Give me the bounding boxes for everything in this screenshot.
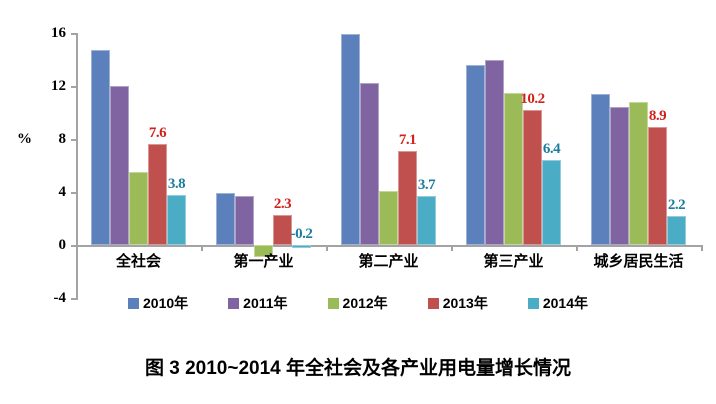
legend-swatch bbox=[427, 297, 439, 309]
x-axis-tick bbox=[76, 245, 78, 251]
bar-2013-group3 bbox=[398, 150, 417, 245]
category-label-1: 全社会 bbox=[115, 253, 161, 270]
legend: 2010年 2011年 2012年 2013年 2014年 bbox=[0, 292, 716, 314]
y-axis-tick-label: 12 bbox=[51, 78, 66, 94]
legend-swatch bbox=[128, 297, 139, 309]
y-axis-tick-label: 0 bbox=[58, 237, 67, 253]
y-axis-tick-label: 16 bbox=[51, 25, 66, 41]
category-label-2: 第一产业 bbox=[233, 253, 294, 270]
x-axis-tick bbox=[576, 245, 578, 251]
bar-2013-group1 bbox=[148, 144, 167, 245]
y-axis-tick bbox=[71, 33, 76, 35]
bar-data-label: 8.9 bbox=[648, 108, 667, 125]
y-axis-tick bbox=[71, 86, 76, 88]
legend-label: 2012年 bbox=[342, 295, 388, 311]
bar-data-label: 3.8 bbox=[167, 175, 186, 192]
bar-2010-group2 bbox=[216, 193, 235, 245]
legend-item: 2011年 bbox=[228, 293, 288, 313]
bar-2010-group1 bbox=[91, 50, 110, 245]
x-axis-tick bbox=[451, 245, 453, 251]
bar-2011-group1 bbox=[110, 86, 129, 245]
bar-2010-group3 bbox=[341, 34, 360, 245]
legend-swatch bbox=[327, 297, 339, 309]
bar-2012-group2 bbox=[254, 245, 273, 257]
bar-2013-group4 bbox=[523, 109, 542, 245]
bar-2012-group5 bbox=[629, 101, 648, 245]
y-axis-unit-label: % bbox=[17, 131, 32, 147]
bar-2014-group5 bbox=[667, 215, 686, 245]
y-axis-tick bbox=[71, 245, 76, 247]
bar-data-label: 10.2 bbox=[520, 90, 545, 107]
legend-label: 2014年 bbox=[542, 295, 588, 311]
legend-swatch bbox=[228, 297, 240, 309]
bar-2011-group5 bbox=[610, 107, 629, 245]
legend-item: 2010年 bbox=[128, 293, 188, 313]
bar-data-label: -0.2 bbox=[290, 226, 313, 242]
x-axis-tick bbox=[701, 245, 703, 251]
y-axis-tick bbox=[71, 298, 76, 300]
y-axis-tick-label: -4 bbox=[53, 290, 67, 306]
y-axis-tick-label: 8 bbox=[58, 131, 67, 147]
category-label-4: 第三产业 bbox=[483, 253, 544, 270]
category-label-3: 第二产业 bbox=[358, 253, 419, 270]
bar-2010-group4 bbox=[466, 64, 485, 245]
y-axis-line bbox=[76, 33, 78, 300]
bar-2012-group4 bbox=[504, 92, 523, 245]
bar-2011-group3 bbox=[360, 83, 379, 245]
bar-data-label: 2.2 bbox=[667, 196, 686, 213]
figure-caption: 图 3 2010~2014 年全社会及各产业用电量增长情况 bbox=[144, 358, 572, 379]
bar-2014-group3 bbox=[417, 195, 436, 245]
bar-2012-group3 bbox=[379, 190, 398, 245]
bar-2014-group4 bbox=[542, 160, 561, 245]
legend-item: 2013年 bbox=[427, 293, 488, 313]
y-axis-tick bbox=[71, 192, 76, 194]
bar-data-label: 3.7 bbox=[417, 176, 436, 193]
bar-2013-group2 bbox=[273, 214, 292, 245]
bar-data-label: 6.4 bbox=[542, 141, 561, 158]
bar-2011-group2 bbox=[235, 195, 254, 245]
x-axis-line bbox=[76, 245, 703, 247]
legend-swatch bbox=[527, 297, 539, 309]
bar-2011-group4 bbox=[485, 59, 504, 245]
x-axis-tick bbox=[326, 245, 328, 251]
legend-label: 2013年 bbox=[442, 295, 488, 311]
bar-2010-group5 bbox=[591, 93, 610, 245]
legend-label: 2011年 bbox=[243, 295, 288, 311]
category-label-5: 城乡居民生活 bbox=[593, 253, 684, 270]
bar-data-label: 2.3 bbox=[273, 195, 292, 212]
legend-item: 2014年 bbox=[527, 293, 588, 313]
bar-2014-group1 bbox=[167, 194, 186, 245]
y-axis-tick-label: 4 bbox=[58, 184, 67, 200]
bar-2012-group1 bbox=[129, 172, 148, 245]
y-axis-tick bbox=[71, 139, 76, 141]
legend-label: 2010年 bbox=[143, 295, 189, 311]
x-axis-tick bbox=[201, 245, 203, 251]
bar-data-label: 7.1 bbox=[398, 131, 417, 148]
bar-2014-group2 bbox=[292, 245, 311, 248]
bar-2013-group5 bbox=[648, 127, 667, 245]
bar-data-label: 7.6 bbox=[148, 125, 167, 142]
legend-item: 2012年 bbox=[327, 293, 388, 313]
